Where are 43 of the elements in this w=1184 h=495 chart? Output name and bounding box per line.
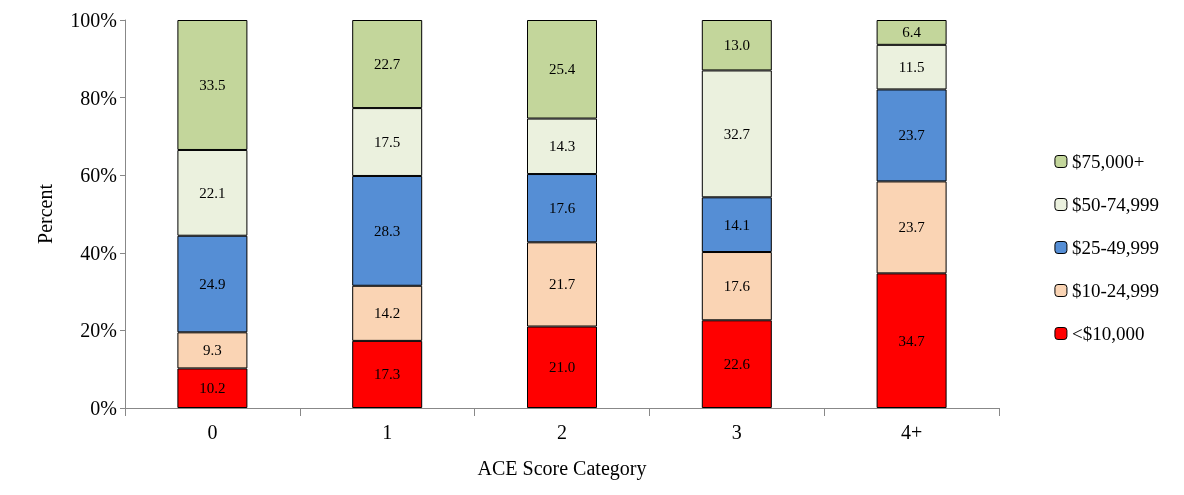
data-label: 28.3 — [374, 222, 401, 239]
data-label: 10.2 — [199, 380, 226, 397]
y-tick-label: 20% — [80, 319, 117, 342]
legend-label: $10-24,999 — [1071, 280, 1159, 301]
y-tick-label: 80% — [80, 86, 117, 109]
data-label: 6.4 — [902, 24, 922, 41]
data-label: 32.7 — [723, 125, 751, 142]
data-label: 22.7 — [374, 56, 401, 73]
y-tick-label: 0% — [90, 397, 117, 419]
data-label: 17.3 — [374, 366, 401, 383]
data-label: 14.2 — [374, 305, 401, 322]
y-axis-title: Percent — [34, 183, 56, 244]
legend-label: $50-74,999 — [1071, 194, 1159, 215]
x-axis-title: ACE Score Category — [477, 457, 647, 480]
data-label: 17.5 — [374, 134, 401, 151]
legend-label: <$10,000 — [1071, 323, 1145, 344]
data-label: 9.3 — [203, 342, 222, 359]
data-label: 17.6 — [548, 200, 576, 217]
data-label: 17.6 — [723, 278, 751, 295]
legend-label: $75,000+ — [1071, 151, 1145, 172]
data-label: 14.1 — [723, 216, 750, 233]
y-tick-label: 60% — [80, 164, 117, 187]
x-tick-label: 2 — [557, 421, 567, 443]
data-label: 23.7 — [898, 219, 926, 236]
x-tick-label: 1 — [382, 421, 393, 443]
legend-label: $25-49,999 — [1071, 237, 1159, 258]
data-label: 34.7 — [898, 332, 926, 349]
data-label: 11.5 — [898, 59, 925, 76]
data-label: 25.4 — [548, 61, 576, 78]
x-tick-label: 3 — [731, 421, 742, 443]
y-tick-label: 100% — [70, 9, 117, 31]
data-label: 24.9 — [199, 276, 226, 293]
y-tick-label: 40% — [80, 241, 117, 264]
data-label: 22.6 — [723, 356, 751, 373]
x-tick-label: 4+ — [900, 421, 923, 443]
data-label: 23.7 — [898, 127, 926, 144]
data-label: 13.0 — [723, 37, 750, 54]
data-label: 22.1 — [199, 184, 226, 201]
x-tick-label: 0 — [207, 421, 218, 443]
data-label: 21.0 — [548, 359, 576, 376]
data-label: 21.7 — [548, 276, 576, 293]
data-label: 14.3 — [548, 138, 576, 155]
data-label: 33.5 — [199, 76, 226, 93]
